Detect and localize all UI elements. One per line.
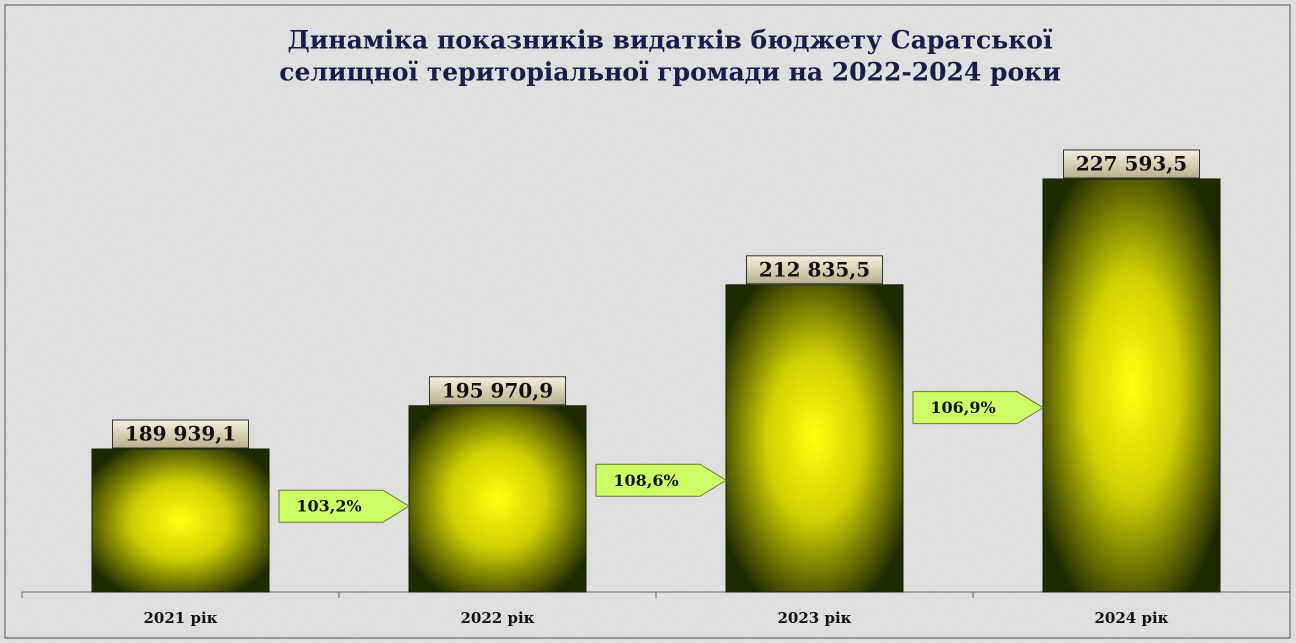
value-label-box	[1063, 149, 1200, 179]
growth-label: 108,6%	[613, 471, 678, 490]
frame	[4, 4, 1291, 639]
bar	[91, 448, 270, 593]
value-label: 189 939,1	[125, 422, 236, 446]
bar	[1042, 178, 1221, 593]
growth-label: 103,2%	[296, 497, 361, 516]
bar	[408, 405, 587, 593]
value-label: 195 970,9	[442, 378, 553, 402]
growth-arrow	[912, 391, 1044, 425]
x-tick-label: 2024 рік	[1095, 609, 1169, 627]
value-label: 212 835,5	[759, 257, 870, 281]
x-tick-label: 2023 рік	[778, 609, 852, 627]
growth-label: 106,9%	[930, 398, 995, 417]
bar	[725, 284, 904, 593]
chart-subtitle: селищної територіальної громади на 2022-…	[279, 58, 1061, 87]
chart-title: Динаміка показників видатків бюджету Сар…	[288, 26, 1053, 55]
growth-arrow	[278, 489, 410, 523]
x-tick-label: 2021 рік	[144, 609, 218, 627]
value-label-box	[746, 255, 883, 285]
value-label: 227 593,5	[1076, 151, 1187, 175]
x-tick-label: 2022 рік	[461, 609, 535, 627]
value-label-box	[112, 419, 249, 449]
value-label-box	[429, 376, 566, 406]
growth-arrow	[595, 463, 727, 497]
